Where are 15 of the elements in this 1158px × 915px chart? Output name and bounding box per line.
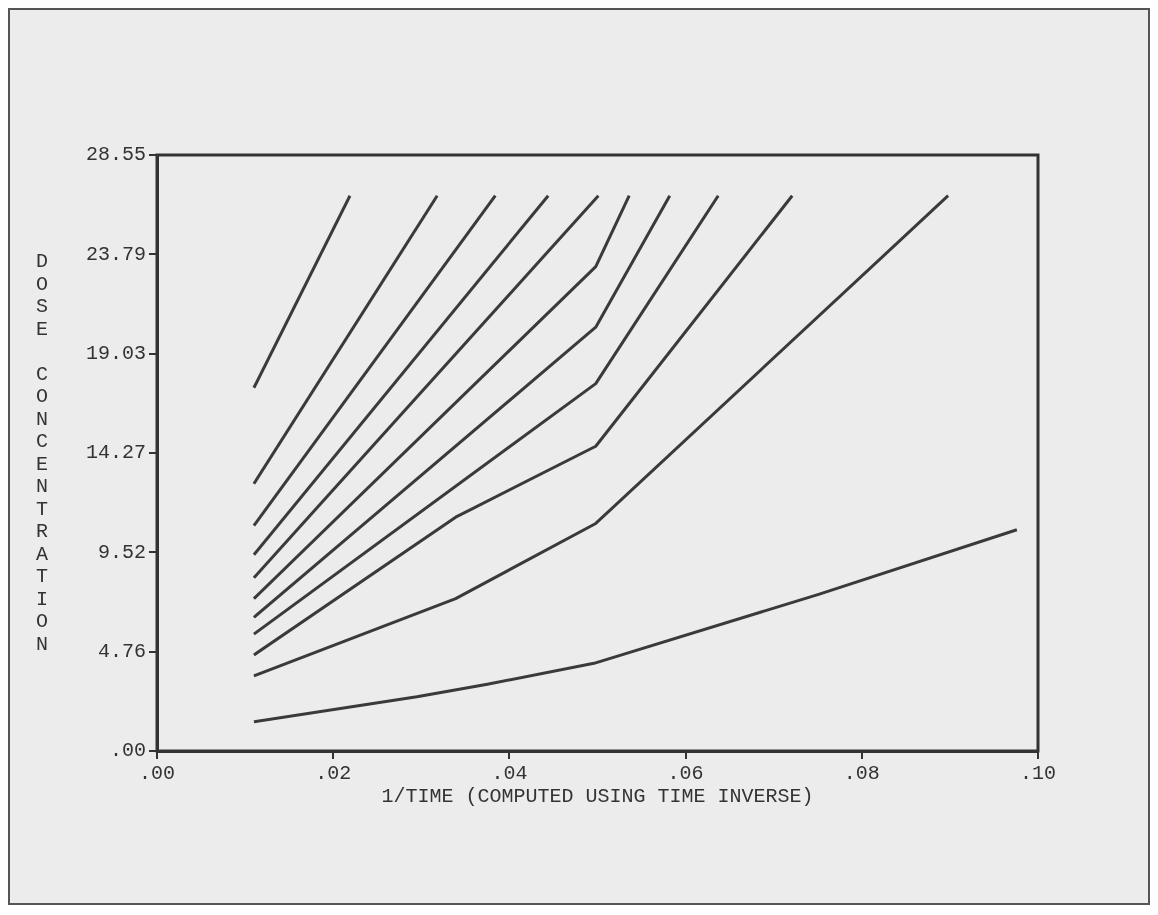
x-tick-label: .08	[843, 762, 880, 786]
x-tick-label: .02	[315, 762, 352, 786]
text: DOSE CONCENTRATION	[35, 250, 49, 656]
y-tick-label: 4.76	[97, 639, 146, 663]
y-tick-label: 28.55	[85, 143, 146, 167]
y-tick-label: .00	[109, 739, 146, 763]
x-tick-label: .06	[667, 762, 704, 786]
x-axis-title: 1/TIME (COMPUTED USING TIME INVERSE)	[381, 785, 814, 809]
x-tick-label: .00	[138, 762, 176, 786]
y-tick-label: 19.03	[85, 342, 146, 366]
y-tick-label: 9.52	[97, 540, 146, 564]
x-tick-label: .04	[491, 762, 528, 786]
y-tick-label: 14.27	[85, 441, 146, 465]
x-tick-label: .10	[1019, 762, 1057, 786]
y-tick-label: 23.79	[85, 242, 146, 266]
